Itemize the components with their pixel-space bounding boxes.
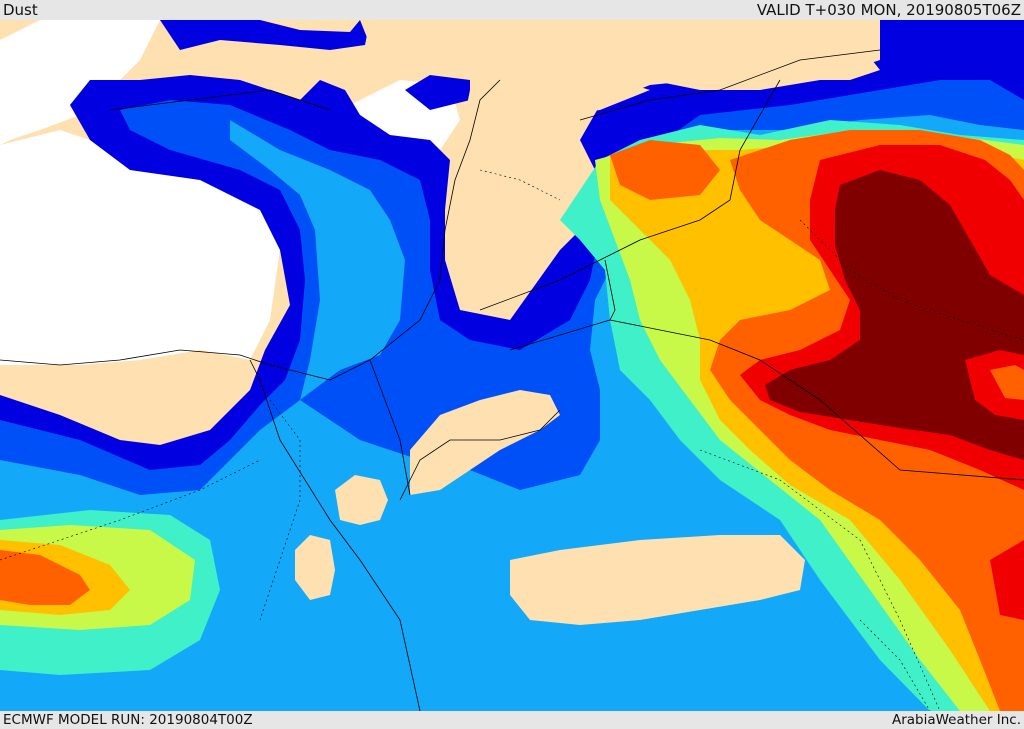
border-line — [369, 359, 411, 496]
header-bar: Dust VALID T+030 MON, 20190805T06Z — [0, 0, 1024, 20]
levant-land-patch — [450, 75, 650, 250]
dust-level-9 — [765, 170, 1024, 460]
dotted-border — [859, 619, 931, 711]
model-run: ECMWF MODEL RUN: 20190804T00Z — [3, 712, 253, 728]
dust-level-8-south — [990, 540, 1024, 620]
border-line — [109, 89, 331, 111]
northeast-land-patch — [650, 30, 880, 90]
coastline — [399, 409, 561, 501]
dotted-border — [0, 459, 261, 561]
footer-bar: ECMWF MODEL RUN: 20190804T00Z ArabiaWeat… — [0, 711, 1024, 729]
border-line — [604, 259, 616, 321]
country-borders — [0, 49, 1024, 711]
dotted-border — [699, 449, 941, 711]
credit: ArabiaWeather Inc. — [891, 712, 1021, 728]
dust-map-svg — [0, 20, 1024, 711]
border-line — [579, 49, 881, 121]
mediterranean-sea — [0, 20, 280, 365]
arabia-land-patch-south — [510, 535, 805, 625]
dust-level-1-north — [160, 20, 370, 50]
land-patch-sw — [295, 535, 335, 600]
valid-time: VALID T+030 MON, 20190805T06Z — [756, 1, 1021, 19]
border-line — [249, 359, 421, 711]
province-borders — [0, 169, 1024, 711]
dust-level-7-pocket — [990, 365, 1024, 400]
north-land-patch — [360, 20, 650, 65]
sinai-land-patch — [410, 390, 560, 495]
dust-level-7-north — [610, 140, 720, 200]
map-title: Dust — [3, 1, 38, 19]
dust-level-7-west — [0, 550, 90, 605]
dotted-border — [259, 399, 301, 621]
border-line — [479, 79, 781, 311]
dotted-border — [479, 169, 561, 201]
land-patch-west — [335, 475, 388, 525]
coastline — [0, 79, 501, 381]
dust-map — [0, 20, 1024, 711]
dust-level-1-cap — [405, 75, 470, 110]
